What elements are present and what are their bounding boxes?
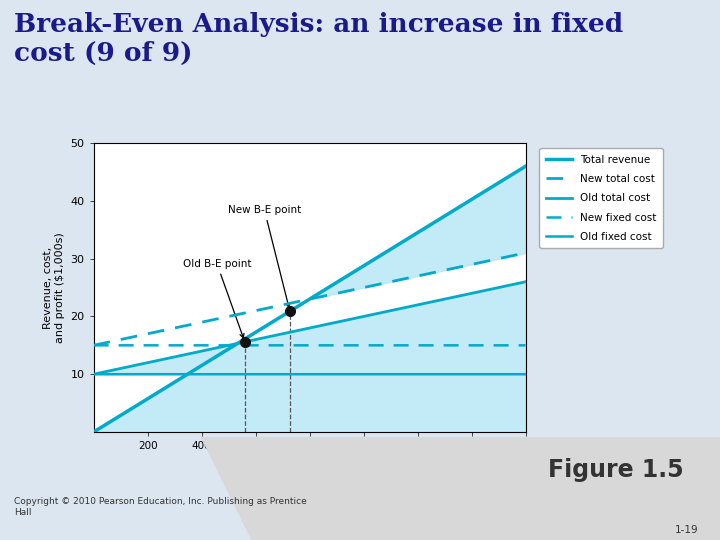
- Polygon shape: [396, 437, 540, 540]
- Text: Figure 1.5: Figure 1.5: [549, 458, 684, 482]
- Polygon shape: [655, 437, 720, 540]
- Polygon shape: [590, 437, 720, 540]
- Polygon shape: [526, 437, 670, 540]
- Text: Copyright © 2010 Pearson Education, Inc. Publishing as Prentice
Hall: Copyright © 2010 Pearson Education, Inc.…: [14, 497, 307, 517]
- X-axis label: Volume, v: Volume, v: [279, 457, 341, 470]
- Polygon shape: [461, 437, 605, 540]
- Polygon shape: [202, 437, 346, 540]
- Text: 1-19: 1-19: [675, 525, 698, 535]
- Legend: Total revenue, New total cost, Old total cost, New fixed cost, Old fixed cost: Total revenue, New total cost, Old total…: [539, 148, 662, 248]
- Polygon shape: [331, 437, 475, 540]
- Polygon shape: [266, 437, 410, 540]
- Text: New B-E point: New B-E point: [228, 205, 301, 307]
- Text: Break-Even Analysis: an increase in fixed
cost (9 of 9): Break-Even Analysis: an increase in fixe…: [14, 12, 624, 66]
- Text: Old B-E point: Old B-E point: [183, 259, 251, 338]
- Y-axis label: Revenue, cost,
and profit ($1,000s): Revenue, cost, and profit ($1,000s): [43, 232, 65, 343]
